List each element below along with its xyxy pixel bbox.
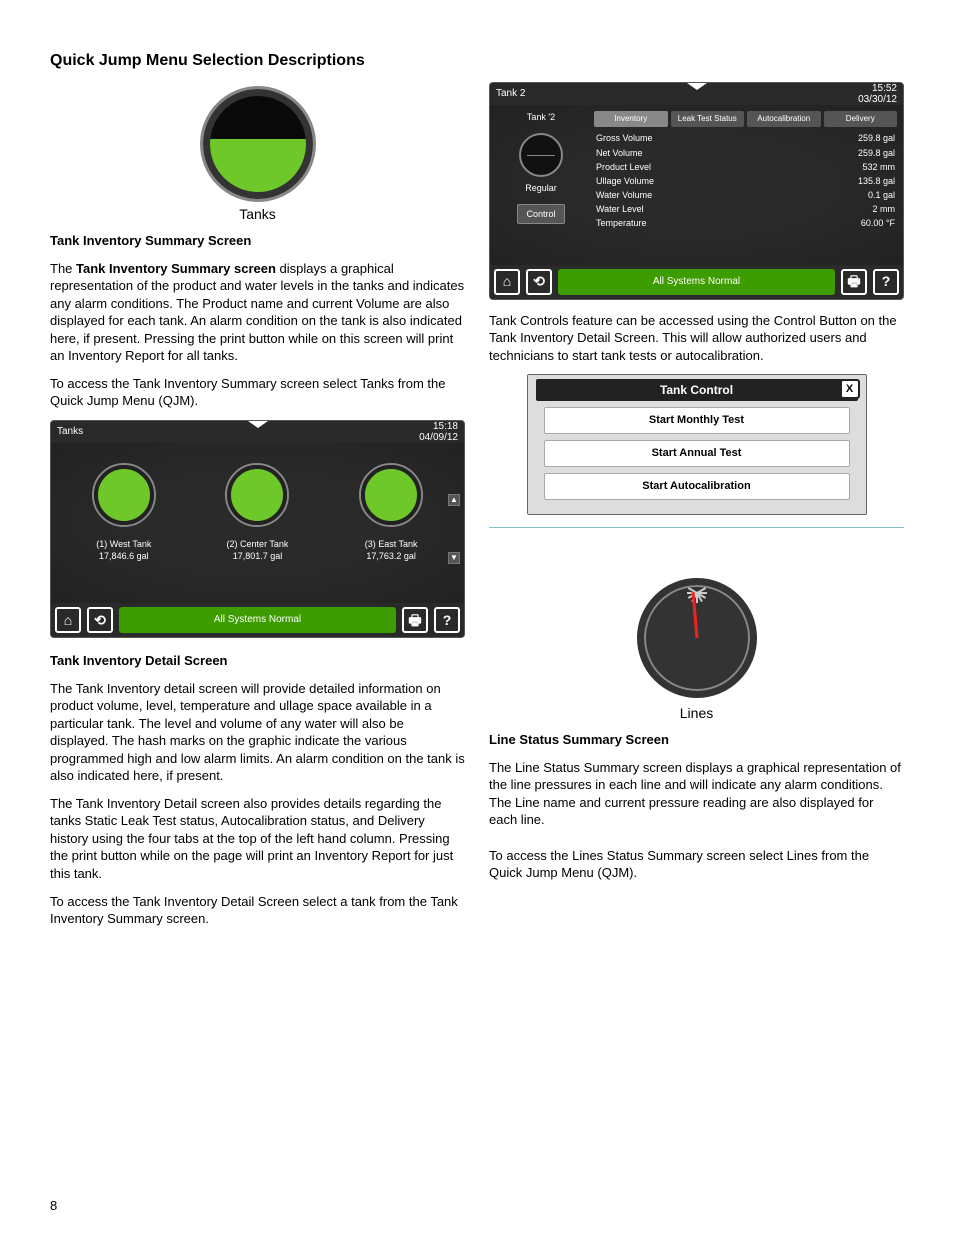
tab-inventory[interactable]: Inventory [594,111,668,128]
tab-autocal[interactable]: Autocalibration [747,111,821,128]
tank-glyph-icon [519,133,563,177]
help-button[interactable]: ? [434,607,460,633]
close-button[interactable]: X [840,379,860,399]
tank-volume: 17,801.7 gal [202,550,312,562]
tank-subtitle: Tank '2 [496,111,586,123]
tank-label: Regular [496,182,586,194]
start-autocal-button[interactable]: Start Autocalibration [544,473,850,500]
help-button[interactable]: ? [873,269,899,295]
lines-icon-label: Lines [489,704,904,723]
status-bar: All Systems Normal [558,269,835,295]
status-bar: All Systems Normal [119,607,396,633]
start-annual-button[interactable]: Start Annual Test [544,440,850,467]
dropdown-icon[interactable] [248,421,268,428]
gauge-icon [637,578,757,698]
tanks-icon-box: Tanks [50,86,465,224]
home-button[interactable]: ⌂ [55,607,81,633]
back-button[interactable]: ⟲ [526,269,552,295]
page-number: 8 [50,1197,57,1215]
section-b-heading: Tank Inventory Detail Screen [50,652,465,670]
tank-circle-icon [200,86,316,202]
tank-summary-screenshot: Tanks 15:18 04/09/12 (1) West Tank 17,84… [50,420,465,638]
home-button[interactable]: ⌂ [494,269,520,295]
ss-time: 15:18 [433,421,458,432]
section-c-para1: The Line Status Summary screen displays … [489,759,904,829]
ss-time: 15:52 [872,83,897,94]
tank-label: (1) West Tank [69,538,179,550]
section-a-para2: To access the Tank Inventory Summary scr… [50,375,465,410]
data-row: Net Volume259.8 gal [594,146,897,160]
tank-detail-screenshot: Tank 2 15:52 03/30/12 Tank '2 Regular Co… [489,82,904,300]
dropdown-icon[interactable] [687,83,707,90]
print-button[interactable]: 🖶 [841,269,867,295]
tank-label: (2) Center Tank [202,538,312,550]
data-row: Ullage Volume135.8 gal [594,174,897,188]
print-button[interactable]: 🖶 [402,607,428,633]
tank-volume: 17,763.2 gal [336,550,446,562]
tanks-icon-label: Tanks [50,205,465,224]
tank-item[interactable]: (2) Center Tank 17,801.7 gal [202,463,312,595]
section-c-heading: Line Status Summary Screen [489,731,904,749]
section-b-para3: To access the Tank Inventory Detail Scre… [50,893,465,928]
tank-item[interactable]: (1) West Tank 17,846.6 gal [69,463,179,595]
section-b-para1: The Tank Inventory detail screen will pr… [50,680,465,785]
ss-date: 03/30/12 [858,94,897,105]
tank-volume: 17,846.6 gal [69,550,179,562]
dialog-title: Tank Control [536,379,858,401]
data-row: Water Volume0.1 gal [594,188,897,202]
tank-control-dialog: Tank Control X Start Monthly Test Start … [527,374,867,515]
tank-item[interactable]: (3) East Tank 17,763.2 gal [336,463,446,595]
lines-icon-box: Lines [489,578,904,723]
scroll-up-icon[interactable]: ▲ [448,494,460,506]
ss-date: 04/09/12 [419,432,458,443]
control-para: Tank Controls feature can be accessed us… [489,312,904,365]
section-b-para2: The Tank Inventory Detail screen also pr… [50,795,465,883]
section-c-para2: To access the Lines Status Summary scree… [489,847,904,882]
ss-title: Tanks [57,425,83,439]
data-row: Temperature60.00 °F [594,216,897,230]
data-row: Water Level2 mm [594,202,897,216]
scroll-down-icon[interactable]: ▼ [448,552,460,564]
page-title: Quick Jump Menu Selection Descriptions [50,50,904,72]
back-button[interactable]: ⟲ [87,607,113,633]
ss-title: Tank 2 [496,87,525,101]
section-a-heading: Tank Inventory Summary Screen [50,232,465,250]
data-row: Product Level532 mm [594,160,897,174]
start-monthly-button[interactable]: Start Monthly Test [544,407,850,434]
data-row: Gross Volume259.8 gal [594,131,897,145]
divider [489,527,904,528]
control-button[interactable]: Control [517,204,564,224]
text-span: The [50,261,76,276]
scroll-bar[interactable]: ▲ ▼ [448,494,460,564]
tab-delivery[interactable]: Delivery [824,111,898,128]
tab-leak-test[interactable]: Leak Test Status [671,111,745,128]
text-span-bold: Tank Inventory Summary screen [76,261,276,276]
tank-label: (3) East Tank [336,538,446,550]
section-a-para1: The Tank Inventory Summary screen displa… [50,260,465,365]
